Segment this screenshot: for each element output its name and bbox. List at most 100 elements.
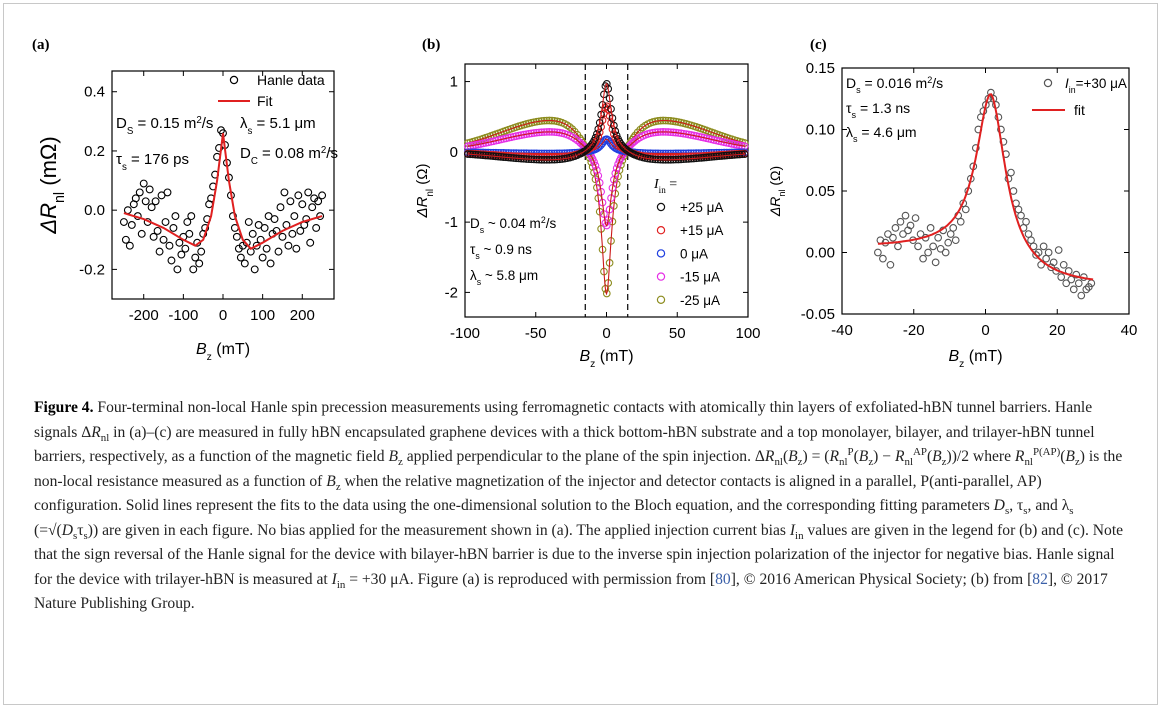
panel-c-data-point (1067, 275, 1076, 284)
panel-a-data-point (135, 188, 144, 197)
panel-c-data-point (997, 125, 1005, 134)
panel-a-data-point (161, 218, 170, 226)
panel-a-data-point (228, 212, 237, 221)
panel-a-data-point (171, 212, 180, 221)
panel-c-data-point (951, 236, 960, 245)
panel-b-ytick-label: 1 (450, 74, 458, 91)
panel-b-legend-entry: +15 μA (680, 223, 723, 238)
panel-c-ytick-label: 0.15 (806, 60, 835, 77)
panel-c-ylabel: ΔRnl (Ω) (767, 166, 787, 217)
panel-b-annot-ts: τs ~ 0.9 ns (470, 242, 532, 261)
panel-a-data-point (185, 229, 194, 238)
panel-c-legend-fit: fit (1074, 102, 1085, 118)
panel-a-data-point (149, 232, 158, 241)
panel-c-data-point (1017, 211, 1025, 220)
panel-a-data-point (141, 197, 150, 206)
panel-a-data-point (173, 265, 182, 274)
panel-a-frame (111, 70, 335, 300)
panel-a-annot-dc: DC = 0.08 m2/s (240, 145, 338, 167)
panel-a-data-point (308, 203, 317, 212)
panel-c-data-point (1044, 248, 1053, 257)
panel-b-fit-line (467, 119, 746, 296)
caption-label: Figure 4. (34, 399, 94, 416)
panel-c-data-point (934, 233, 942, 242)
panel-c-legend-data: Iin=+30 μA (1065, 76, 1127, 95)
panel-a-data-point (294, 191, 303, 200)
panel-a-data-point (197, 247, 206, 256)
panel-a-data-point (236, 253, 245, 262)
panel-b-data-point (614, 160, 622, 168)
panel-a-data-point (242, 238, 251, 247)
panel-b-ytick-label: -2 (445, 284, 458, 301)
panel-a-data-point (139, 179, 148, 188)
panel-c-data-point (1032, 251, 1040, 259)
panel-a-data-point (292, 244, 301, 253)
panel-a-data-point (258, 253, 267, 262)
panel-c-ytick-label: 0.05 (806, 183, 835, 200)
panel-c-data-point (931, 258, 940, 267)
figure-frame: (a) -200 -100 0 100 200 -0.2 0.0 0.2 0.4 ΔRnl (mΩ)… (3, 3, 1158, 705)
panel-c-data-point (924, 248, 932, 257)
panel-a-data-point (318, 191, 327, 200)
panel-a-data-point (147, 203, 156, 212)
panel-b-ytick-label: -1 (445, 214, 458, 231)
panel-c-data-point (1054, 246, 1063, 254)
panel-a-ytick-label: -0.2 (79, 261, 105, 278)
panel-a-data-point (286, 197, 295, 206)
panel-a-data-point (252, 241, 261, 250)
panel-c-data-point (944, 238, 953, 247)
panel-c-data-point (929, 242, 937, 251)
panel-b-data-point (568, 125, 577, 133)
panel-c-xlabel: Bz (mT) (948, 348, 1002, 370)
panel-c-data-point (1072, 270, 1081, 279)
panel-b-xtick-label: 0 (602, 325, 610, 342)
panel-a-data-point (266, 259, 275, 268)
panel-c-data-point (1074, 279, 1083, 288)
caption-text: Four-terminal non-local Hanle spin prece… (34, 399, 1124, 612)
panel-c-xtick-label: -20 (903, 322, 925, 339)
panel-a-xtick-label: -100 (168, 307, 198, 324)
panel-b-data-point (594, 171, 603, 180)
panel-b-legend-entry: -25 μA (680, 293, 720, 308)
panel-b-legend-title: Iin = (653, 177, 677, 195)
panel-b-chart: (b) -100 -50 0 50 100 -2 -1 0 1 ΔRnl (Ω) Bz (mT) Ds … (414, 37, 761, 370)
panel-b-data-point (593, 130, 601, 138)
panel-a-data-point (119, 218, 128, 226)
panel-b-data-point (636, 125, 645, 134)
panel-b-data-point (565, 123, 574, 131)
panel-c-annot-ls: λs = 4.6 μm (846, 124, 917, 144)
panel-c-data-point (936, 244, 945, 253)
panel-b-legend-marker (656, 249, 666, 258)
panel-a-data-point (280, 188, 289, 197)
panel-c-chart: (c) -40 -20 0 20 40 -0.05 0.00 0.05 0.10 0.15 ΔRnl … (767, 37, 1138, 370)
panel-a-data-point (274, 247, 283, 256)
panel-a-annot-ls: λs = 5.1 μm (240, 115, 316, 137)
panel-c-data-point (901, 211, 910, 220)
panel-c-data-point (1059, 260, 1068, 269)
panel-a-data-point (244, 218, 253, 226)
panel-a-data-point (183, 218, 192, 226)
panel-c-data-point (1062, 279, 1071, 288)
panel-b-data-point (610, 121, 618, 130)
panel-b-fit-line (467, 82, 746, 161)
panel-a-data-point (298, 200, 307, 209)
panel-a-annot-ds: DS = 0.15 m2/s (116, 115, 213, 137)
panel-b-ylabel: ΔRnl (Ω) (414, 164, 436, 219)
panel-c-data-point (926, 224, 935, 232)
panel-c-xtick-label: 40 (1121, 322, 1138, 339)
panel-c-data-point (891, 224, 900, 232)
panel-a-data-point (163, 188, 172, 197)
panel-a-data-point (316, 212, 325, 221)
panel-c-data-point (971, 144, 980, 152)
panel-c-data-point (1007, 168, 1015, 177)
panel-a-legend-fit: Fit (257, 93, 273, 109)
panel-a-xtick-label: 100 (250, 307, 275, 324)
panel-a-data-point (131, 194, 140, 203)
panel-a-data-point (169, 223, 178, 232)
panel-a-ytick-label: 0.0 (84, 202, 105, 219)
panel-a-data-point (125, 241, 134, 250)
panel-a-data-point (288, 229, 297, 238)
panel-a-data-point (181, 244, 190, 253)
panel-a-data-point (127, 221, 136, 229)
panel-c-data-point (896, 217, 905, 226)
